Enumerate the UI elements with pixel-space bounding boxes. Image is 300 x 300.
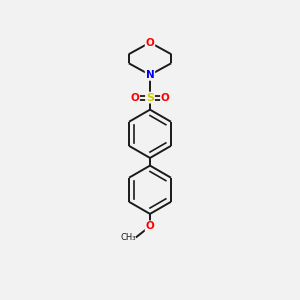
Text: S: S: [146, 93, 154, 103]
Text: N: N: [146, 70, 154, 80]
Text: CH₃: CH₃: [120, 233, 136, 242]
Text: O: O: [146, 38, 154, 47]
Text: O: O: [161, 93, 170, 103]
Text: O: O: [130, 93, 139, 103]
Text: O: O: [146, 221, 154, 231]
